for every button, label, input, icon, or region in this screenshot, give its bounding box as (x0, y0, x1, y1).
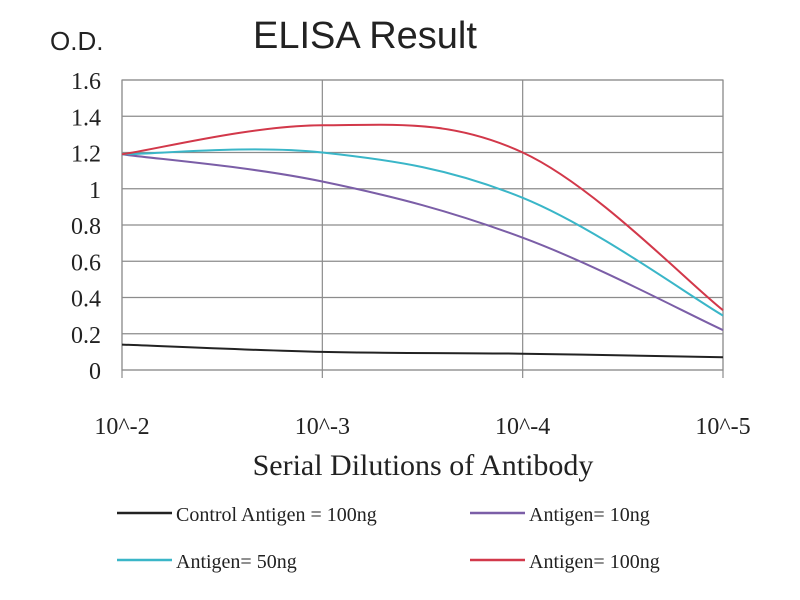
chart-title: ELISA Result (253, 15, 477, 57)
x-tick-label: 10^-5 (695, 414, 750, 440)
y-tick-label: 1.2 (71, 142, 101, 168)
legend-label: Antigen= 10ng (529, 504, 650, 526)
x-tick-label: 10^-2 (94, 414, 149, 440)
y-axis-label: O.D. (50, 26, 103, 56)
x-axis-label: Serial Dilutions of Antibody (253, 449, 594, 482)
x-tick-label: 10^-3 (295, 414, 350, 440)
y-tick-label: 1 (89, 178, 101, 204)
y-tick-label: 0.2 (71, 323, 101, 349)
series-line (121, 123, 724, 311)
legend-label: Antigen= 50ng (176, 551, 297, 573)
y-tick-label: 0 (89, 359, 101, 385)
legend-label: Antigen= 100ng (529, 551, 660, 573)
y-tick-label: 0.8 (71, 214, 101, 240)
x-tick-label: 10^-4 (495, 414, 550, 440)
y-tick-label: 1.6 (71, 69, 101, 95)
y-tick-label: 1.4 (71, 105, 101, 131)
y-tick-label: 0.4 (71, 287, 101, 313)
series-line (121, 343, 724, 359)
y-tick-label: 0.6 (71, 250, 101, 276)
legend-label: Control Antigen = 100ng (176, 504, 377, 526)
series-line (121, 148, 724, 317)
series-line (121, 153, 724, 332)
